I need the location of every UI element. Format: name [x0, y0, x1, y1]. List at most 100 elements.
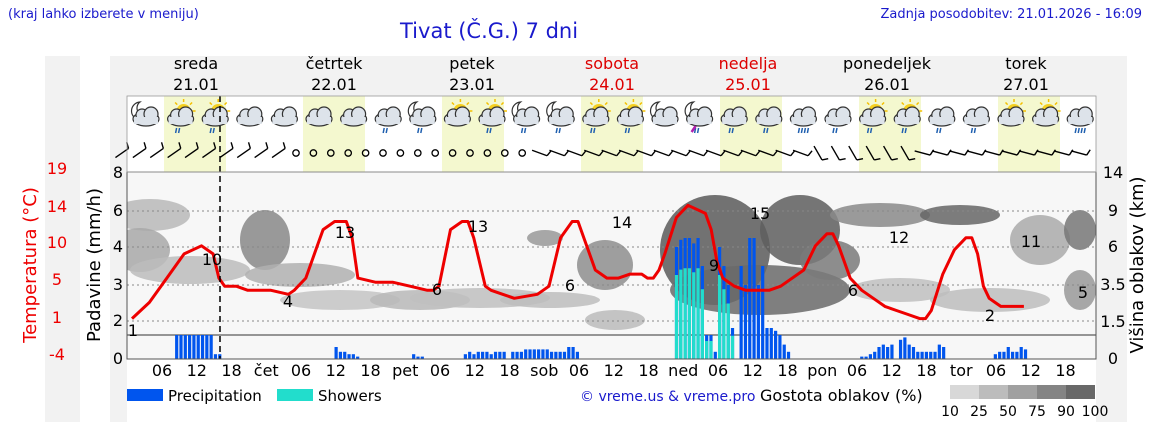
temp-tick-label: -4: [49, 345, 65, 364]
precip-tick-label: 2: [113, 311, 123, 330]
temperature-label: 4: [283, 292, 293, 311]
rain-drop: [832, 127, 835, 134]
precip-bar: [898, 339, 903, 359]
wind-barb: [636, 149, 656, 157]
wind-shaft: [705, 149, 722, 157]
shower-bar: [700, 289, 704, 359]
cloud-rain-icon: [374, 106, 402, 134]
wind-shaft: [882, 145, 893, 161]
wind-feather: [703, 150, 709, 157]
wind-feather: [839, 157, 846, 161]
precip-bar: [756, 285, 760, 359]
rain-drop: [728, 127, 731, 134]
temperature-label: 6: [565, 276, 575, 295]
sun-cloud-rain-icon: [167, 99, 196, 134]
x-tick-label: sob: [530, 361, 558, 380]
sun-ray: [1039, 101, 1043, 106]
rain-drop: [766, 127, 769, 134]
wind-shaft: [813, 145, 823, 161]
rain-drop: [1083, 127, 1086, 134]
wind-feather: [946, 149, 952, 156]
rain-drop: [939, 127, 942, 134]
cloud-legend-level: 90: [1057, 404, 1075, 420]
x-tick-label: 06: [430, 361, 450, 380]
sun-ray: [485, 101, 490, 106]
wind-feather: [807, 150, 813, 157]
temp-tick-label: 1: [52, 308, 62, 327]
wind-barb: [830, 145, 846, 161]
wind-barb: [705, 149, 726, 157]
precip-bar: [993, 354, 997, 359]
x-tick-label: 18: [499, 361, 519, 380]
precip-bar: [1015, 351, 1019, 359]
rain-drop: [970, 127, 974, 134]
wind-shaft: [740, 149, 757, 157]
x-tick-label: 12: [882, 361, 902, 380]
cloud-fill: [583, 117, 608, 124]
cloud-density-area: [500, 292, 600, 308]
wind-barb: [531, 149, 552, 157]
cloud-fill: [687, 117, 712, 124]
cloud-heavy-rain-icon: [1066, 106, 1094, 134]
rain-drop: [696, 127, 700, 134]
rain-drop: [590, 127, 593, 134]
cloud-tick-label: 14: [1103, 163, 1123, 182]
precip-bar: [485, 351, 489, 359]
wind-feather: [981, 149, 987, 156]
x-tick-label: čet: [254, 361, 279, 380]
wind-shaft: [115, 147, 129, 159]
rain-drop: [693, 127, 697, 134]
cloud-fill: [549, 117, 574, 124]
wind-shaft: [1053, 150, 1070, 156]
wind-barb: [184, 142, 199, 159]
wind-shaft: [848, 145, 858, 161]
cloud-fill: [1068, 117, 1093, 124]
precip-bar: [752, 238, 756, 359]
cloud-legend-level: 25: [970, 404, 988, 420]
precip-bar: [765, 328, 769, 359]
precip-bar: [890, 344, 894, 359]
wind-barb: [882, 145, 898, 161]
sun-cloud-rain-icon: [858, 99, 888, 134]
wind-barb: [167, 142, 182, 159]
wind-barb: [584, 149, 604, 157]
temperature-label: 13: [468, 217, 488, 236]
day-date: 21.01: [173, 75, 219, 94]
precip-bar: [188, 335, 192, 359]
temperature-label: 6: [432, 280, 442, 299]
cloud-density-area: [830, 203, 930, 227]
wind-shaft: [865, 145, 875, 161]
shower-bar: [709, 341, 713, 359]
precip-legend-swatch: [127, 389, 163, 401]
wind-feather: [908, 157, 916, 161]
cloud-tick-label: 6: [1108, 237, 1118, 256]
wind-feather: [143, 142, 147, 149]
precip-bar: [774, 330, 778, 359]
cloud-fill: [480, 117, 504, 124]
copyright: © vreme.us & vreme.pro: [580, 389, 755, 405]
day-name: četrtek: [306, 54, 364, 73]
wind-shaft: [775, 149, 791, 157]
temp-tick-label: 10: [47, 233, 67, 252]
shower-bar: [705, 341, 709, 359]
temperature-label: 11: [1021, 232, 1041, 251]
cloud-legend-level: 10: [941, 404, 959, 420]
rain-drop: [212, 127, 215, 134]
precip-axis-label: Padavine (mm/h): [84, 188, 105, 342]
precip-bar: [920, 351, 924, 359]
wind-barb: [792, 149, 813, 157]
precip-bar: [541, 349, 545, 359]
rain-drop: [489, 127, 492, 134]
cloud-fill: [860, 117, 885, 124]
icon-strip-border: [126, 95, 1097, 173]
wind-feather: [282, 142, 286, 149]
cloud-rain-icon: [755, 106, 783, 134]
wind-feather: [265, 142, 269, 149]
sun-ray: [639, 101, 643, 106]
wind-feather: [195, 142, 199, 149]
precip-bar: [1010, 351, 1015, 359]
rain-drop: [1074, 127, 1077, 134]
cloud-density-area: [130, 256, 250, 284]
cloud-density-area: [527, 230, 563, 246]
wind-feather: [546, 150, 552, 157]
